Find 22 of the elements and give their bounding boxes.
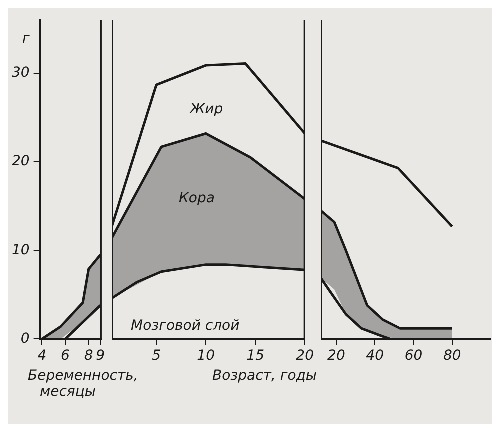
x-tick-label: 80 — [443, 348, 462, 364]
x-tick-label: 5 — [152, 348, 162, 364]
x-tick-label: 15 — [246, 348, 265, 364]
y-tick-label: 30 — [12, 65, 30, 82]
x-tick-label: 10 — [197, 348, 216, 364]
y-tick-label: 20 — [12, 154, 30, 170]
x-axis-title: Возраст, годы — [212, 368, 317, 384]
y-tick-label: 10 — [12, 242, 30, 258]
x-tick-label: 20 — [296, 348, 314, 364]
x-tick-label: 4 — [38, 348, 47, 364]
annotation: Мозговой слой — [131, 318, 240, 334]
x-tick-label: 40 — [366, 348, 384, 364]
x-tick-label: 6 — [61, 348, 70, 364]
x-tick-label: 60 — [404, 348, 423, 364]
x-axis-title: Беременность, месяцы — [27, 368, 138, 400]
x-tick-label: 8 — [84, 348, 94, 364]
y-tick-label: 0 — [20, 330, 30, 347]
x-tick-label: 9 — [96, 348, 106, 364]
annotation: Жир — [189, 101, 224, 118]
y-axis-title: г — [22, 31, 30, 48]
x-tick-label: 20 — [328, 348, 346, 364]
annotation: Кора — [178, 190, 215, 207]
